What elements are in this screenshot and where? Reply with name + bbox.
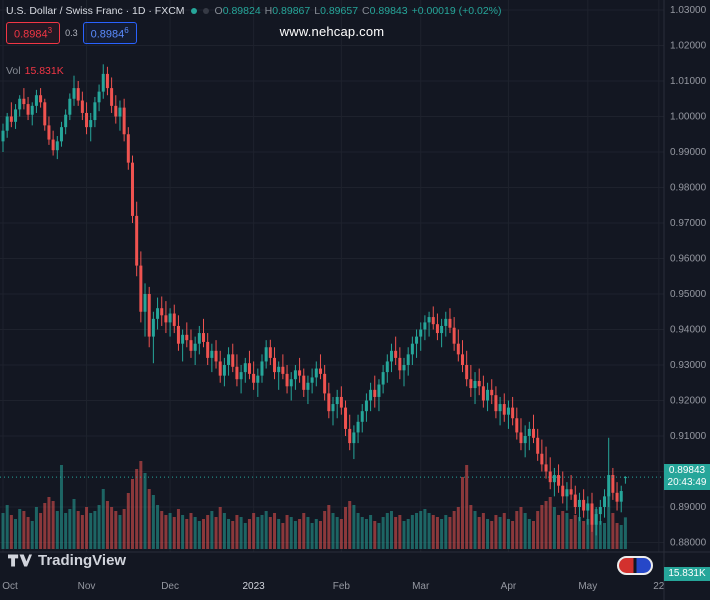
volume-value: 15.831K <box>24 65 64 77</box>
volume-legend: Vol 15.831K <box>6 65 64 77</box>
svg-text:May: May <box>578 581 597 592</box>
svg-text:Apr: Apr <box>501 581 517 592</box>
svg-text:0.98000: 0.98000 <box>670 183 707 194</box>
market-status-icon <box>190 8 197 14</box>
svg-text:Oct: Oct <box>2 581 18 592</box>
svg-text:1.02000: 1.02000 <box>670 41 707 52</box>
svg-text:1.01000: 1.01000 <box>670 76 707 87</box>
open-value: 0.89824 <box>222 5 261 17</box>
svg-text:0.96000: 0.96000 <box>670 254 707 265</box>
svg-text:Mar: Mar <box>412 581 430 592</box>
symbol-title[interactable]: U.S. Dollar / Swiss Franc · 1D · FXCM <box>6 5 185 17</box>
svg-text:22: 22 <box>653 581 665 592</box>
broker-logo-icon[interactable] <box>617 556 653 575</box>
volume-axis-badge: 15.831K <box>664 567 710 581</box>
svg-text:0.92000: 0.92000 <box>670 396 707 407</box>
bar-countdown: 20:43:49 <box>667 477 707 489</box>
close-label: C <box>362 5 370 17</box>
open-label: O <box>214 5 223 17</box>
svg-text:1.03000: 1.03000 <box>670 5 707 16</box>
sell-button[interactable]: 0.89843 <box>6 22 61 44</box>
watermark: www.nehcap.com <box>279 24 385 39</box>
svg-text:0.97000: 0.97000 <box>670 218 707 229</box>
svg-text:0.93000: 0.93000 <box>670 360 707 371</box>
bid-ask-widget: 0.89843 0.3 0.89846 <box>6 22 137 44</box>
last-price-value: 0.89843 <box>668 465 706 477</box>
svg-text:0.91000: 0.91000 <box>670 431 707 442</box>
volume-label: Vol <box>6 65 21 77</box>
svg-text:2023: 2023 <box>243 581 266 592</box>
ohlc-values: O0.89824 H0.89867 L0.89657 C0.89843 +0.0… <box>215 5 502 17</box>
svg-text:0.89000: 0.89000 <box>670 502 707 513</box>
svg-text:Nov: Nov <box>78 581 96 592</box>
svg-text:Feb: Feb <box>333 581 351 592</box>
svg-text:1.00000: 1.00000 <box>670 112 707 123</box>
svg-text:0.94000: 0.94000 <box>670 325 707 336</box>
last-price-badge: 0.89843 20:43:49 <box>664 464 710 491</box>
tradingview-logo[interactable]: TradingView <box>8 552 126 569</box>
legend-more-icon[interactable] <box>202 8 209 14</box>
svg-text:0.88000: 0.88000 <box>670 538 707 549</box>
svg-text:0.95000: 0.95000 <box>670 289 707 300</box>
spread-value: 0.3 <box>65 27 78 38</box>
high-label: H <box>264 5 273 17</box>
tradingview-glyph-icon <box>8 554 32 567</box>
svg-text:0.99000: 0.99000 <box>670 147 707 158</box>
low-label: L <box>314 5 321 17</box>
close-value: 0.89843 <box>369 5 408 17</box>
tradingview-wordmark: TradingView <box>38 552 127 569</box>
high-value: 0.89867 <box>272 5 311 17</box>
change-value: +0.00019 (+0.02%) <box>411 5 502 17</box>
symbol-legend: U.S. Dollar / Swiss Franc · 1D · FXCM O0… <box>6 5 502 17</box>
low-value: 0.89657 <box>320 5 359 17</box>
buy-button[interactable]: 0.89846 <box>82 22 137 44</box>
svg-text:Dec: Dec <box>161 581 179 592</box>
